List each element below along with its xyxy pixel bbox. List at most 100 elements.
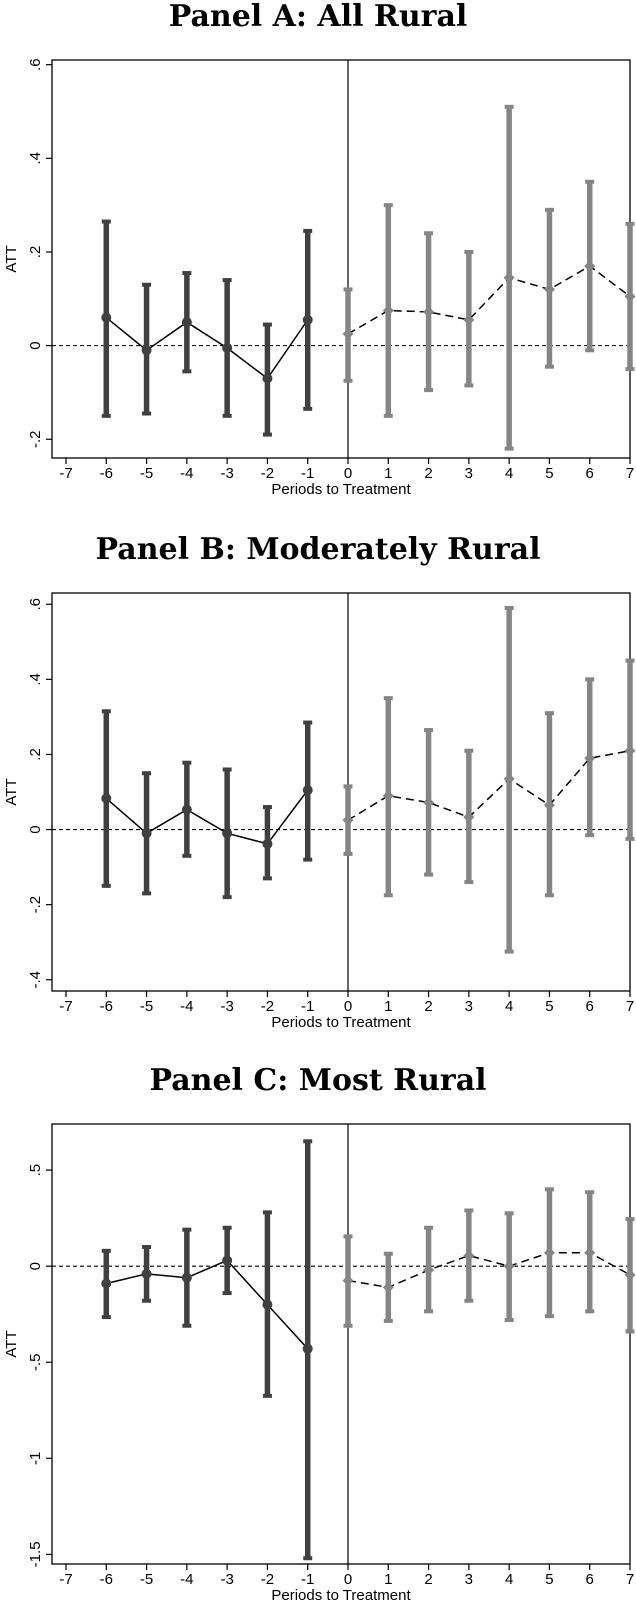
panel-a-plot-frame <box>51 59 631 459</box>
panel-c-post-point <box>503 1260 515 1272</box>
panel-c-xtick-label: 4 <box>505 1571 513 1588</box>
panel-c-xtick-label: 3 <box>465 1571 473 1588</box>
panel-a-ytick-label: 0 <box>27 341 44 349</box>
panel-b-post-point <box>382 790 394 802</box>
panel-b-xlabel: Periods to Treatment <box>271 1014 411 1031</box>
panel-a-xtick-label: 1 <box>384 465 392 482</box>
panel-c-pre-point <box>302 1343 313 1354</box>
panel-b-xtick-label: -4 <box>180 998 193 1015</box>
panel-b-xtick-label: 6 <box>586 998 594 1015</box>
panel-c-pre-point <box>141 1268 152 1279</box>
panel-a-xtick-label: 0 <box>344 465 352 482</box>
panel-a-xtick-label: 5 <box>545 465 553 482</box>
panel-b-title: Panel B: Moderately Rural <box>95 532 541 567</box>
panel-a-ytick-label: .4 <box>27 152 44 165</box>
panel-b-ytick-label: .4 <box>27 673 44 686</box>
panel-c-post-line <box>347 1251 631 1289</box>
panel-c-xlabel: Periods to Treatment <box>271 1587 411 1604</box>
panel-c-post-point <box>624 1269 636 1281</box>
panel-b-xtick-label: 5 <box>545 998 553 1015</box>
panel-b-xtick-label: -6 <box>100 998 113 1015</box>
panel-b-post-line <box>347 749 631 821</box>
panel-b-chart: -.4 -.2 0 .2 .4 .6 -7 -6 -5 -4 -3 -2 -1 0 1 2 3 4 5 6 7 Perio… <box>3 592 636 1031</box>
panel-b-post-point <box>543 799 555 811</box>
panel-c-ytick-label: -.5 <box>27 1353 44 1371</box>
panel-b-post-point <box>463 811 475 823</box>
panel-c-xtick-label: -7 <box>59 1571 72 1588</box>
panel-b-pre-point <box>262 838 273 849</box>
panel-b-xtick-label: 0 <box>344 998 352 1015</box>
panel-b-xtick-label: 2 <box>424 998 432 1015</box>
panel-c-xtick-label: -4 <box>180 1571 193 1588</box>
panel-a-post-point <box>342 328 354 340</box>
panel-a-xtick-label: 2 <box>424 465 432 482</box>
panel-b-post-point <box>624 745 636 757</box>
panel-b-plot-frame <box>51 592 631 992</box>
panel-a-pre-point <box>101 312 112 323</box>
panel-b-xtick-label: 3 <box>465 998 473 1015</box>
panel-a-xtick-label: -6 <box>100 465 113 482</box>
panel-c-pre-point <box>222 1255 233 1266</box>
panel-c-post-point <box>382 1281 394 1293</box>
panel-b-xtick-label: -7 <box>59 998 72 1015</box>
panel-b-pre-point <box>141 828 152 839</box>
panel-b-pre-point <box>181 804 192 815</box>
panel-a-ytick-label: .6 <box>27 58 44 71</box>
panel-b-pre-point <box>222 828 233 839</box>
panel-b-pre-line <box>105 789 309 845</box>
panel-c-ytick-label: -1 <box>27 1452 44 1465</box>
panel-b-ytick-label: -.4 <box>27 971 44 989</box>
panel-a-post-point <box>463 314 475 326</box>
panel-c-post-point <box>342 1275 354 1287</box>
panel-a-ytick-label: -.2 <box>27 431 44 449</box>
panel-b-post-point <box>423 797 435 809</box>
panel-b-ytick-label: -.2 <box>27 896 44 914</box>
panel-c-pre-point <box>181 1272 192 1283</box>
panel-b-ytick-label: .6 <box>27 598 44 611</box>
panel-a-chart: -.2 0 .2 .4 .6 -7 -6 -5 -4 -3 -2 -1 0 1 2 3 4 5 6 7 Periods … <box>3 58 636 498</box>
panel-b-xtick-label: 7 <box>626 998 634 1015</box>
panel-a-xlabel: Periods to Treatment <box>271 481 411 498</box>
panel-c-xtick-label: -1 <box>301 1571 314 1588</box>
panel-a-xtick-label: -2 <box>261 465 274 482</box>
panel-c-xtick-label: 6 <box>586 1571 594 1588</box>
panel-c-ytick-label: -1.5 <box>27 1541 44 1567</box>
panel-c-xtick-label: 7 <box>626 1571 634 1588</box>
panel-c-pre-point <box>101 1278 112 1289</box>
panel-a-post-point <box>584 260 596 272</box>
panel-c-xtick-label: 2 <box>424 1571 432 1588</box>
panel-c-xtick-label: -6 <box>100 1571 113 1588</box>
panel-a-post-line <box>347 265 631 335</box>
panel-b-pre-point <box>101 793 112 804</box>
panel-a-post-point <box>423 306 435 318</box>
panel-a-pre-point <box>181 317 192 328</box>
panel-b-post-point <box>503 773 515 785</box>
panel-a-xtick-label: 3 <box>465 465 473 482</box>
panel-a-pre-line <box>105 316 309 380</box>
panel-c-plot-frame <box>51 1123 631 1565</box>
panel-b-xtick-label: -2 <box>261 998 274 1015</box>
panel-a-xtick-label: -7 <box>59 465 72 482</box>
panel-a-xtick-label: 4 <box>505 465 513 482</box>
panel-a-pre-point <box>141 345 152 356</box>
panel-b-post-point <box>342 814 354 826</box>
panel-a-xtick-label: -4 <box>180 465 193 482</box>
panel-a-post-point <box>624 290 636 302</box>
panel-c-xtick-label: 0 <box>344 1571 352 1588</box>
panel-c-post-point <box>423 1264 435 1276</box>
panel-a-post-point <box>543 283 555 295</box>
panel-b-xtick-label: -1 <box>301 998 314 1015</box>
panel-a-title: Panel A: All Rural <box>168 0 468 34</box>
panel-c-pre-line <box>106 1259 309 1350</box>
panel-c-xtick-label: -2 <box>261 1571 274 1588</box>
panel-c-xtick-label: -5 <box>140 1571 153 1588</box>
panel-c-xtick-label: 1 <box>384 1571 392 1588</box>
panel-c-title: Panel C: Most Rural <box>149 1063 487 1098</box>
panel-b-xtick-label: 1 <box>384 998 392 1015</box>
panel-c-ytick-label: .5 <box>27 1164 44 1177</box>
panel-b-xtick-label: -3 <box>220 998 233 1015</box>
panel-c-ylabel: ATT <box>3 1330 20 1357</box>
panel-b-post-point <box>584 752 596 764</box>
panel-c-post-point <box>584 1247 596 1259</box>
panel-c-chart: -1.5 -1 -.5 0 .5 -7 -6 -5 -4 -3 -2 -1 0 1 2 3 4 5 6 7 Period… <box>3 1123 636 1604</box>
